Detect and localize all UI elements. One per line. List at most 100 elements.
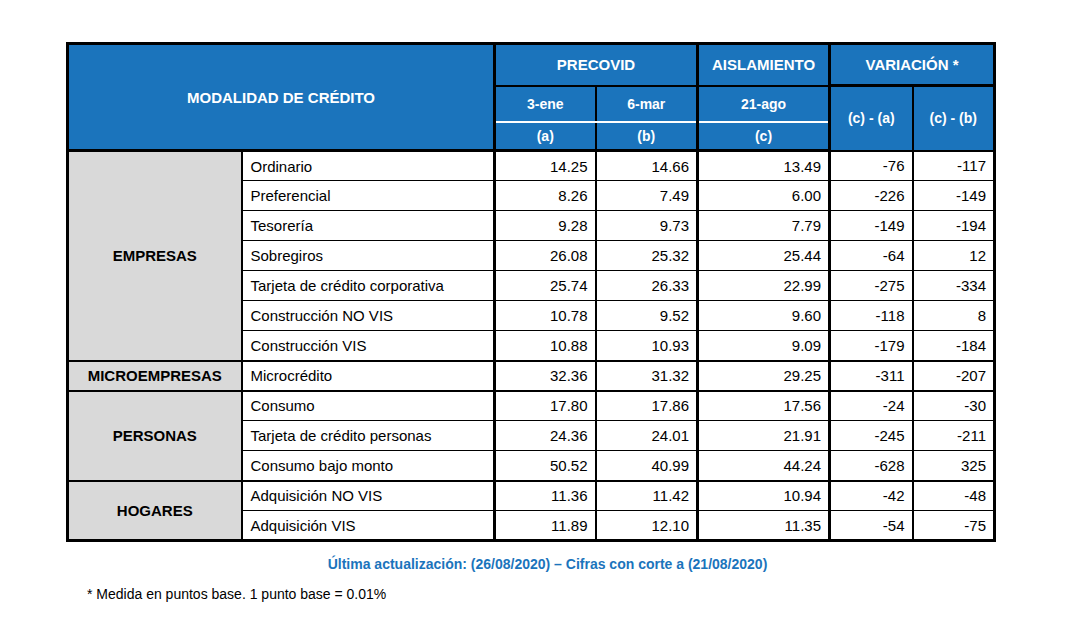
value-a: 50.52 <box>495 451 596 481</box>
modality-label: Adquisición VIS <box>242 511 495 541</box>
value-c: 13.49 <box>698 151 830 181</box>
table-header: MODALIDAD DE CRÉDITO PRECOVID AISLAMIENT… <box>68 44 995 151</box>
header-letter-a: (a) <box>495 122 596 151</box>
value-c-minus-b: -75 <box>913 511 995 541</box>
value-b: 12.10 <box>596 511 698 541</box>
modality-label: Construcción NO VIS <box>242 301 495 331</box>
header-date-6-mar: 6-mar <box>596 86 698 122</box>
table-body: EMPRESAS Ordinario 14.25 14.66 13.49 -76… <box>68 151 995 541</box>
value-c-minus-a: -118 <box>830 301 913 331</box>
value-c-minus-b: -334 <box>913 271 995 301</box>
value-c: 25.44 <box>698 241 830 271</box>
report-page: MODALIDAD DE CRÉDITO PRECOVID AISLAMIENT… <box>0 0 1073 640</box>
value-b: 9.52 <box>596 301 698 331</box>
value-c-minus-b: -194 <box>913 211 995 241</box>
header-variacion: VARIACIÓN * <box>830 44 995 86</box>
header-date-3-ene: 3-ene <box>495 86 596 122</box>
group-cell-empresas: EMPRESAS <box>68 151 242 361</box>
value-c-minus-a: -24 <box>830 391 913 421</box>
value-c-minus-a: -42 <box>830 481 913 511</box>
group-cell-hogares: HOGARES <box>68 481 242 541</box>
value-c-minus-b: 325 <box>913 451 995 481</box>
table-row: EMPRESAS Ordinario 14.25 14.66 13.49 -76… <box>68 151 995 181</box>
value-b: 24.01 <box>596 421 698 451</box>
value-c: 21.91 <box>698 421 830 451</box>
table-row: MICROEMPRESAS Microcrédito 32.36 31.32 2… <box>68 361 995 391</box>
value-a: 17.80 <box>495 391 596 421</box>
value-c: 44.24 <box>698 451 830 481</box>
modality-label: Construcción VIS <box>242 331 495 361</box>
value-c-minus-a: -628 <box>830 451 913 481</box>
modality-label: Consumo <box>242 391 495 421</box>
modality-label: Tarjeta de crédito personas <box>242 421 495 451</box>
value-c-minus-b: -117 <box>913 151 995 181</box>
value-a: 9.28 <box>495 211 596 241</box>
value-c-minus-b: -207 <box>913 361 995 391</box>
last-update-note: Última actualización: (26/08/2020) – Cif… <box>66 556 995 572</box>
value-c-minus-a: -54 <box>830 511 913 541</box>
value-a: 8.26 <box>495 181 596 211</box>
value-c-minus-a: -226 <box>830 181 913 211</box>
header-precovid: PRECOVID <box>495 44 698 86</box>
value-c-minus-b: -48 <box>913 481 995 511</box>
credit-rates-table: MODALIDAD DE CRÉDITO PRECOVID AISLAMIENT… <box>66 42 996 542</box>
value-b: 25.32 <box>596 241 698 271</box>
value-b: 31.32 <box>596 361 698 391</box>
header-letter-b: (b) <box>596 122 698 151</box>
modality-label: Preferencial <box>242 181 495 211</box>
value-a: 10.88 <box>495 331 596 361</box>
value-a: 26.08 <box>495 241 596 271</box>
value-b: 40.99 <box>596 451 698 481</box>
value-b: 7.49 <box>596 181 698 211</box>
header-row-sections: MODALIDAD DE CRÉDITO PRECOVID AISLAMIENT… <box>68 44 995 86</box>
header-var-c-minus-b: (c) - (b) <box>913 86 995 151</box>
value-c-minus-b: 8 <box>913 301 995 331</box>
value-b: 14.66 <box>596 151 698 181</box>
header-aislamiento: AISLAMIENTO <box>698 44 830 86</box>
modality-label: Adquisición NO VIS <box>242 481 495 511</box>
group-cell-personas: PERSONAS <box>68 391 242 481</box>
value-a: 24.36 <box>495 421 596 451</box>
value-c-minus-b: -149 <box>913 181 995 211</box>
value-c-minus-a: -179 <box>830 331 913 361</box>
value-c-minus-b: -30 <box>913 391 995 421</box>
value-a: 11.36 <box>495 481 596 511</box>
value-c: 9.09 <box>698 331 830 361</box>
value-c-minus-a: -245 <box>830 421 913 451</box>
value-c: 6.00 <box>698 181 830 211</box>
modality-label: Tarjeta de crédito corporativa <box>242 271 495 301</box>
value-b: 11.42 <box>596 481 698 511</box>
modality-label: Ordinario <box>242 151 495 181</box>
value-a: 32.36 <box>495 361 596 391</box>
value-c: 9.60 <box>698 301 830 331</box>
value-c: 29.25 <box>698 361 830 391</box>
value-a: 10.78 <box>495 301 596 331</box>
value-b: 10.93 <box>596 331 698 361</box>
value-c: 7.79 <box>698 211 830 241</box>
value-c: 10.94 <box>698 481 830 511</box>
modality-label: Sobregiros <box>242 241 495 271</box>
value-b: 17.86 <box>596 391 698 421</box>
value-c: 22.99 <box>698 271 830 301</box>
value-b: 9.73 <box>596 211 698 241</box>
value-c: 17.56 <box>698 391 830 421</box>
value-c-minus-a: -311 <box>830 361 913 391</box>
value-c-minus-a: -149 <box>830 211 913 241</box>
basis-points-footnote: * Medida en puntos base. 1 punto base = … <box>87 586 386 602</box>
value-c: 11.35 <box>698 511 830 541</box>
value-a: 11.89 <box>495 511 596 541</box>
header-var-c-minus-a: (c) - (a) <box>830 86 913 151</box>
group-cell-microempresas: MICROEMPRESAS <box>68 361 242 391</box>
modality-label: Consumo bajo monto <box>242 451 495 481</box>
value-c-minus-a: -64 <box>830 241 913 271</box>
value-a: 25.74 <box>495 271 596 301</box>
modality-label: Microcrédito <box>242 361 495 391</box>
value-a: 14.25 <box>495 151 596 181</box>
value-c-minus-a: -76 <box>830 151 913 181</box>
table-row: PERSONAS Consumo 17.80 17.86 17.56 -24 -… <box>68 391 995 421</box>
header-letter-c: (c) <box>698 122 830 151</box>
value-c-minus-b: 12 <box>913 241 995 271</box>
value-b: 26.33 <box>596 271 698 301</box>
table-row: HOGARES Adquisición NO VIS 11.36 11.42 1… <box>68 481 995 511</box>
value-c-minus-b: -184 <box>913 331 995 361</box>
